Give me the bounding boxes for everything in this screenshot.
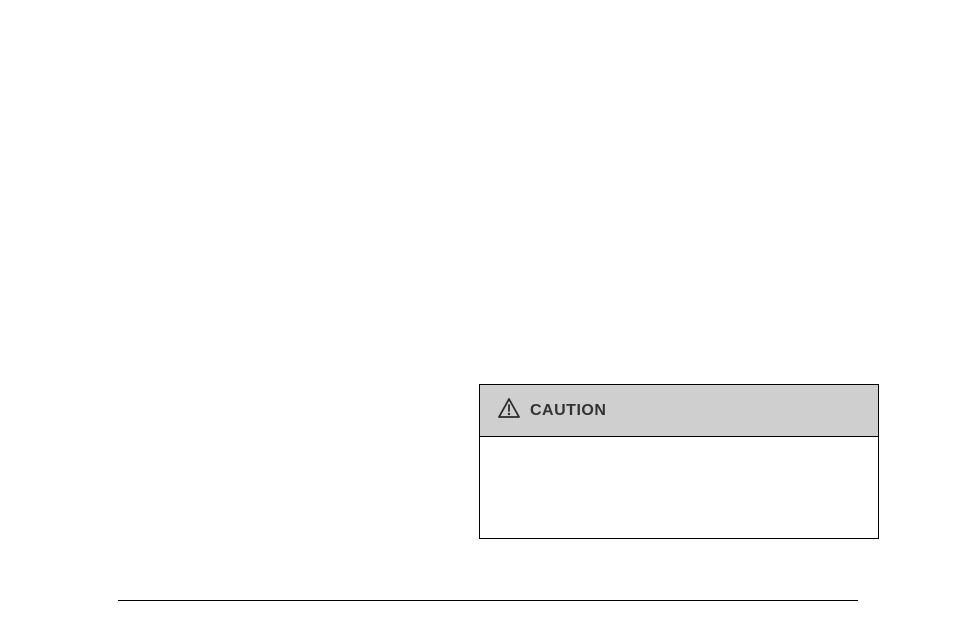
bottom-divider <box>118 600 858 601</box>
caution-header: CAUTION <box>480 385 878 437</box>
caution-label: CAUTION <box>530 402 606 420</box>
caution-box: CAUTION <box>479 384 879 539</box>
warning-triangle-icon <box>498 398 530 423</box>
page: CAUTION <box>0 0 954 636</box>
caution-body-text <box>480 437 878 538</box>
